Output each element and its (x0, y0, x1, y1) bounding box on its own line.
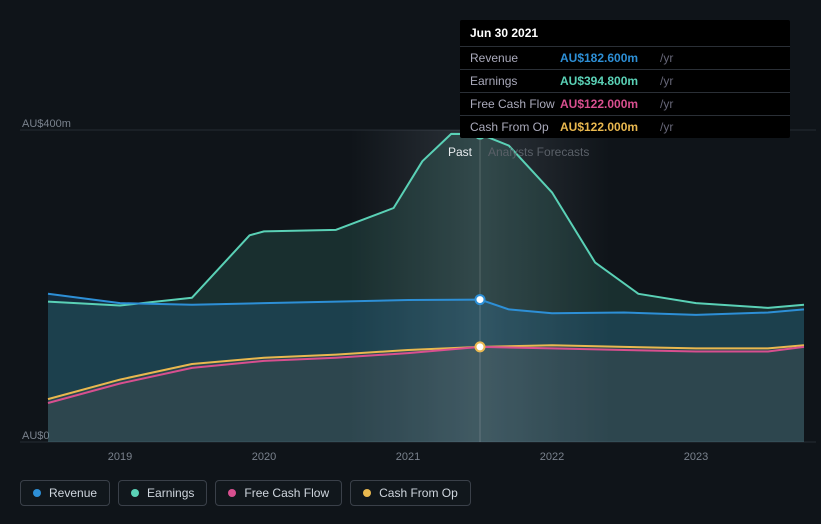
tooltip-row-unit: /yr (660, 74, 673, 88)
tooltip-row: Free Cash FlowAU$122.000m/yr (460, 93, 790, 116)
legend-dot-icon (131, 489, 139, 497)
tooltip-row: Cash From OpAU$122.000m/yr (460, 116, 790, 138)
legend-item[interactable]: Earnings (118, 480, 207, 506)
tooltip-row-value: AU$122.000m (560, 97, 660, 111)
svg-text:2022: 2022 (540, 451, 564, 463)
legend-item-label: Free Cash Flow (244, 486, 329, 500)
svg-text:2021: 2021 (396, 451, 420, 463)
legend: Revenue Earnings Free Cash Flow Cash From O… (20, 480, 471, 506)
tooltip-row-value: AU$182.600m (560, 51, 660, 65)
legend-dot-icon (33, 489, 41, 497)
tooltip-row-label: Free Cash Flow (470, 97, 560, 111)
tooltip-row-value: AU$122.000m (560, 120, 660, 134)
legend-item[interactable]: Cash From Op (350, 480, 471, 506)
legend-item-label: Earnings (147, 486, 194, 500)
hover-marker (476, 295, 485, 304)
tooltip-row-value: AU$394.800m (560, 74, 660, 88)
legend-dot-icon (228, 489, 236, 497)
svg-text:2023: 2023 (684, 451, 708, 463)
tooltip-row-unit: /yr (660, 51, 673, 65)
tooltip-row-label: Earnings (470, 74, 560, 88)
hover-tooltip: Jun 30 2021 RevenueAU$182.600m/yrEarning… (460, 20, 790, 138)
svg-text:AU$400m: AU$400m (22, 118, 71, 130)
tooltip-row: RevenueAU$182.600m/yr (460, 47, 790, 70)
tooltip-row-label: Revenue (470, 51, 560, 65)
legend-item-label: Cash From Op (379, 486, 458, 500)
financials-chart: AU$0 AU$400m Past Analysts Forecasts 2019 202… (0, 0, 821, 524)
svg-text:Past: Past (448, 145, 473, 159)
svg-text:2020: 2020 (252, 451, 276, 463)
tooltip-row-unit: /yr (660, 97, 673, 111)
legend-item-label: Revenue (49, 486, 97, 500)
legend-dot-icon (363, 489, 371, 497)
tooltip-row-unit: /yr (660, 120, 673, 134)
svg-text:Analysts Forecasts: Analysts Forecasts (488, 145, 589, 159)
svg-text:2019: 2019 (108, 451, 132, 463)
svg-text:AU$0: AU$0 (22, 430, 50, 442)
tooltip-row-label: Cash From Op (470, 120, 560, 134)
tooltip-date: Jun 30 2021 (460, 20, 790, 47)
legend-item[interactable]: Revenue (20, 480, 110, 506)
hover-marker (476, 342, 485, 351)
tooltip-row: EarningsAU$394.800m/yr (460, 70, 790, 93)
legend-item[interactable]: Free Cash Flow (215, 480, 342, 506)
